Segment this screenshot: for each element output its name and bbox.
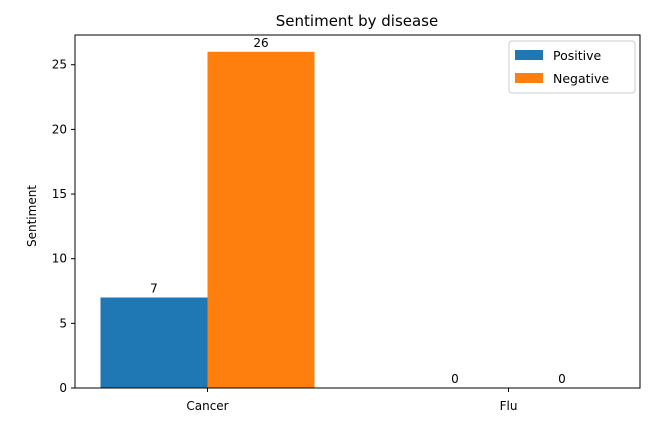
y-tick-label: 10 [52, 252, 67, 266]
x-tick-label-cancer: Cancer [186, 399, 228, 413]
bar-labels-layer: 7 0 26 0 [150, 36, 566, 386]
y-tick-label: 25 [52, 58, 67, 72]
legend-swatch-positive [515, 50, 543, 60]
data-label-negative-flu: 0 [558, 372, 566, 386]
bar-negative-cancer [207, 51, 315, 389]
chart-title: Sentiment by disease [276, 12, 438, 30]
plot-frame [74, 34, 641, 389]
x-tick-label-flu: Flu [500, 399, 518, 413]
data-label-positive-cancer: 7 [150, 281, 158, 295]
y-tick-label: 5 [59, 316, 67, 330]
y-tick-label: 20 [52, 122, 67, 136]
legend-swatch-negative [515, 73, 543, 83]
y-axis-label: Sentiment [25, 185, 39, 247]
data-label-negative-cancer: 26 [253, 36, 268, 50]
bars-layer [100, 51, 315, 389]
legend-label-positive: Positive [553, 48, 601, 63]
legend: Positive Negative [508, 40, 636, 94]
legend-label-negative: Negative [553, 71, 609, 86]
data-label-positive-flu: 0 [451, 372, 459, 386]
y-tick-label: 0 [59, 381, 67, 395]
y-ticks-layer: 0 5 10 15 20 25 [52, 58, 75, 395]
x-ticks-layer: Cancer Flu [186, 388, 517, 413]
bar-positive-cancer [100, 297, 208, 388]
y-tick-label: 15 [52, 187, 67, 201]
